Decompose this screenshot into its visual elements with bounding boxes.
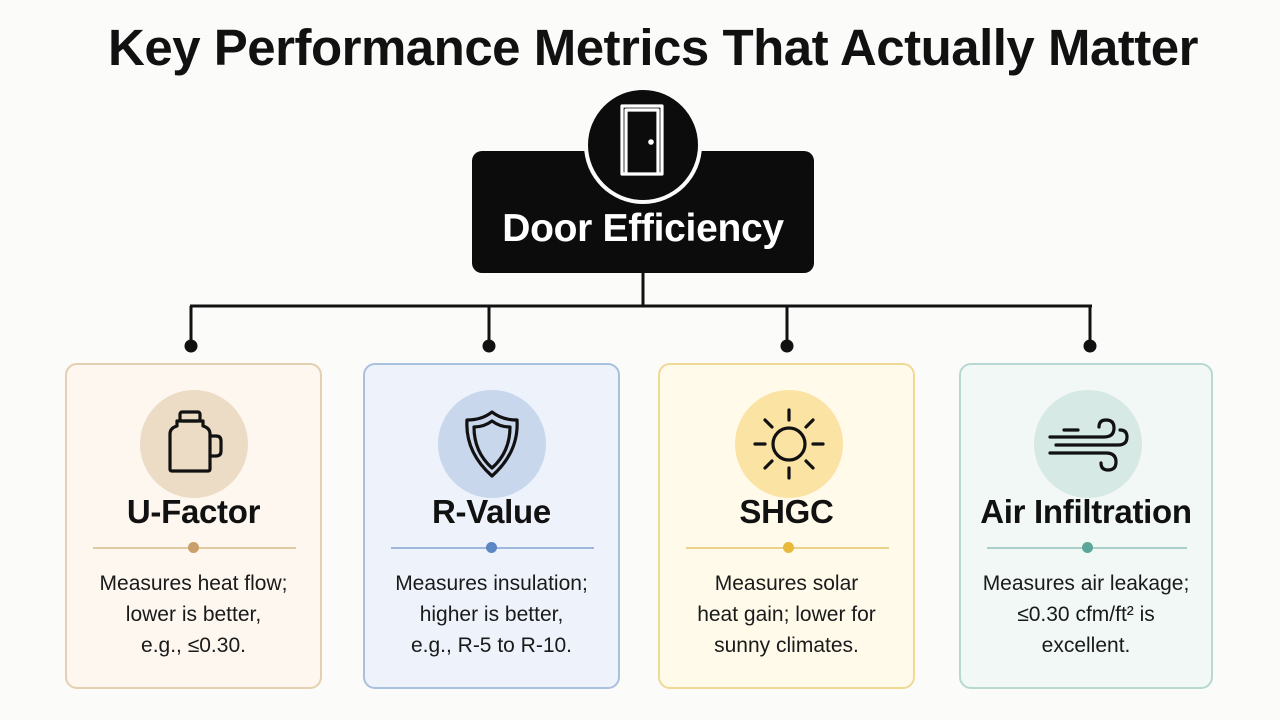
card-air-infiltration: Air Infiltration Measures air leakage; ≤…	[959, 363, 1213, 689]
shield-icon	[465, 410, 519, 478]
description-line: excellent.	[1041, 634, 1131, 657]
sun-icon	[753, 408, 825, 480]
description-line: Measures heat flow;	[99, 572, 288, 595]
card-r-value: R-Value Measures insulation; higher is b…	[363, 363, 620, 689]
card-title: SHGC	[739, 493, 834, 530]
card-icon-badge	[438, 390, 546, 498]
door-icon	[620, 104, 664, 176]
description-line: heat gain; lower for	[697, 603, 876, 626]
card-divider-dot	[188, 542, 199, 553]
page-title: Key Performance Metrics That Actually Ma…	[108, 19, 1198, 76]
description-line: e.g., ≤0.30.	[141, 634, 246, 657]
description-line: ≤0.30 cfm/ft² is	[1017, 603, 1155, 626]
card-title: Air Infiltration	[980, 493, 1192, 530]
card-icon-badge	[1034, 390, 1142, 498]
thermos-icon	[168, 410, 223, 473]
wind-icon	[1048, 418, 1129, 472]
description-line: Measures air leakage;	[982, 572, 1190, 595]
card-shgc: SHGC Measures solar heat gain; lower for…	[658, 363, 915, 689]
card-u-factor: U-Factor Measures heat flow; lower is be…	[65, 363, 322, 689]
card-icon-badge	[735, 390, 843, 498]
description-line: Measures solar	[714, 572, 859, 595]
card-description: Measures air leakage; ≤0.30 cfm/ft² is e…	[961, 568, 1211, 661]
root-node-label: Door Efficiency	[502, 207, 784, 250]
description-line: sunny climates.	[714, 634, 859, 657]
card-divider-dot	[1082, 542, 1093, 553]
card-description: Measures heat flow; lower is better, e.g…	[67, 568, 320, 661]
description-line: lower is better,	[125, 603, 262, 626]
card-description: Measures insulation; higher is better, e…	[365, 568, 618, 661]
description-line: higher is better,	[419, 603, 564, 626]
card-icon-badge	[140, 390, 248, 498]
card-title: U-Factor	[126, 493, 261, 530]
card-title: R-Value	[432, 493, 551, 530]
card-divider-dot	[486, 542, 497, 553]
description-line: e.g., R-5 to R-10.	[410, 634, 573, 657]
description-line: Measures insulation;	[395, 572, 588, 595]
card-description: Measures solar heat gain; lower for sunn…	[660, 568, 913, 661]
root-icon-badge	[588, 90, 698, 200]
card-divider-dot	[783, 542, 794, 553]
